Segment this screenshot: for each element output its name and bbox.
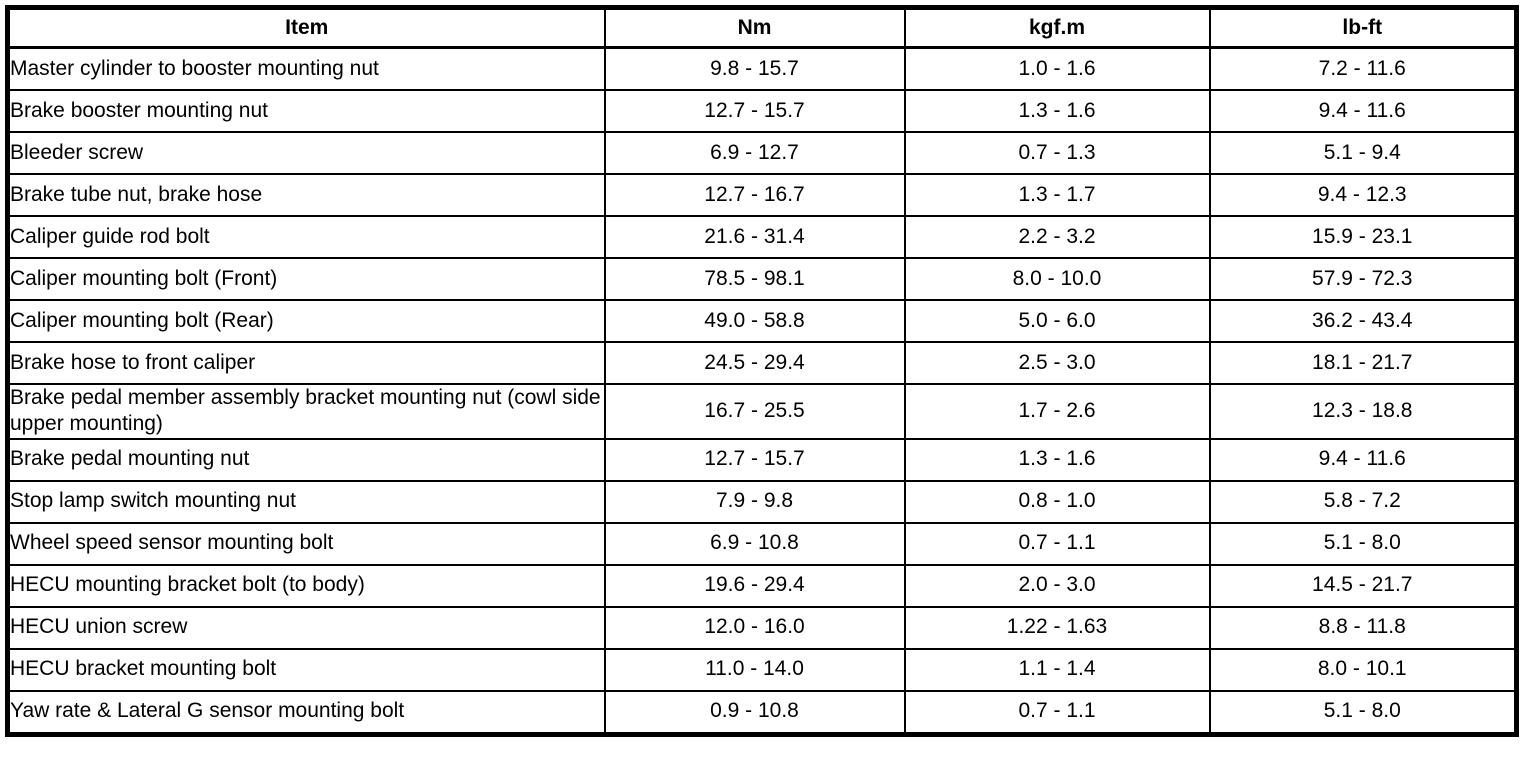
nm-cell: 12.7 - 16.7 — [603, 173, 906, 217]
lbft-cell: 9.4 - 11.6 — [1208, 437, 1518, 482]
item-cell: HECU mounting bracket bolt (to body) — [6, 563, 606, 608]
nm-cell: 24.5 - 29.4 — [603, 341, 906, 385]
kgfm-cell: 0.7 - 1.3 — [903, 131, 1211, 175]
kgfm-cell: 2.5 - 3.0 — [903, 341, 1211, 385]
kgfm-cell: 1.3 - 1.6 — [903, 89, 1211, 133]
nm-cell: 16.7 - 25.5 — [603, 383, 906, 440]
table-row: Bleeder screw 6.9 - 12.7 0.7 - 1.3 5.1 -… — [6, 131, 1518, 175]
kgfm-cell: 0.7 - 1.1 — [903, 689, 1211, 735]
table-row: HECU bracket mounting bolt 11.0 - 14.0 1… — [6, 647, 1518, 692]
kgfm-cell: 1.3 - 1.7 — [903, 173, 1211, 217]
header-row: Item Nm kgf.m lb-ft — [6, 6, 1518, 49]
table-row: Caliper mounting bolt (Front) 78.5 - 98.… — [6, 257, 1518, 301]
nm-cell: 7.9 - 9.8 — [603, 479, 906, 524]
item-cell: HECU union screw — [6, 605, 606, 650]
nm-cell: 49.0 - 58.8 — [603, 299, 906, 343]
lbft-cell: 5.1 - 9.4 — [1208, 131, 1518, 175]
nm-cell: 78.5 - 98.1 — [603, 257, 906, 301]
table-row: Brake tube nut, brake hose 12.7 - 16.7 1… — [6, 173, 1518, 217]
lbft-cell: 8.8 - 11.8 — [1208, 605, 1518, 650]
item-cell: Caliper mounting bolt (Front) — [6, 257, 606, 301]
item-cell: Stop lamp switch mounting nut — [6, 479, 606, 524]
table-row: Brake booster mounting nut 12.7 - 15.7 1… — [6, 89, 1518, 133]
table-body: Master cylinder to booster mounting nut … — [6, 46, 1518, 735]
nm-cell: 9.8 - 15.7 — [603, 46, 906, 91]
lbft-cell: 5.8 - 7.2 — [1208, 479, 1518, 524]
nm-cell: 6.9 - 10.8 — [603, 521, 906, 566]
item-cell: Caliper mounting bolt (Rear) — [6, 299, 606, 343]
table-row: Master cylinder to booster mounting nut … — [6, 46, 1518, 91]
item-cell: Brake hose to front caliper — [6, 341, 606, 385]
kgfm-cell: 1.7 - 2.6 — [903, 383, 1211, 440]
nm-cell: 21.6 - 31.4 — [603, 215, 906, 259]
torque-spec-table: Item Nm kgf.m lb-ft Master cylinder to b… — [5, 5, 1519, 737]
table-row: Stop lamp switch mounting nut 7.9 - 9.8 … — [6, 479, 1518, 524]
kgfm-cell: 1.22 - 1.63 — [903, 605, 1211, 650]
item-cell: Yaw rate & Lateral G sensor mounting bol… — [6, 689, 606, 735]
item-cell: Brake pedal member assembly bracket moun… — [6, 383, 606, 440]
table-row: Brake pedal member assembly bracket moun… — [6, 383, 1518, 440]
lbft-cell: 5.1 - 8.0 — [1208, 689, 1518, 735]
kgfm-cell: 8.0 - 10.0 — [903, 257, 1211, 301]
column-header-nm: Nm — [603, 6, 906, 49]
nm-cell: 0.9 - 10.8 — [603, 689, 906, 735]
item-cell: HECU bracket mounting bolt — [6, 647, 606, 692]
nm-cell: 12.7 - 15.7 — [603, 89, 906, 133]
table-row: Wheel speed sensor mounting bolt 6.9 - 1… — [6, 521, 1518, 566]
table-row: Brake hose to front caliper 24.5 - 29.4 … — [6, 341, 1518, 385]
nm-cell: 12.0 - 16.0 — [603, 605, 906, 650]
kgfm-cell: 2.0 - 3.0 — [903, 563, 1211, 608]
item-cell: Master cylinder to booster mounting nut — [6, 46, 606, 91]
lbft-cell: 15.9 - 23.1 — [1208, 215, 1518, 259]
kgfm-cell: 0.8 - 1.0 — [903, 479, 1211, 524]
table-row: HECU mounting bracket bolt (to body) 19.… — [6, 563, 1518, 608]
lbft-cell: 14.5 - 21.7 — [1208, 563, 1518, 608]
nm-cell: 19.6 - 29.4 — [603, 563, 906, 608]
table-row: Caliper mounting bolt (Rear) 49.0 - 58.8… — [6, 299, 1518, 343]
lbft-cell: 12.3 - 18.8 — [1208, 383, 1518, 440]
item-cell: Brake booster mounting nut — [6, 89, 606, 133]
lbft-cell: 18.1 - 21.7 — [1208, 341, 1518, 385]
table-row: HECU union screw 12.0 - 16.0 1.22 - 1.63… — [6, 605, 1518, 650]
nm-cell: 12.7 - 15.7 — [603, 437, 906, 482]
item-cell: Wheel speed sensor mounting bolt — [6, 521, 606, 566]
item-cell: Brake tube nut, brake hose — [6, 173, 606, 217]
column-header-item: Item — [6, 6, 606, 49]
item-cell: Brake pedal mounting nut — [6, 437, 606, 482]
table-row: Caliper guide rod bolt 21.6 - 31.4 2.2 -… — [6, 215, 1518, 259]
kgfm-cell: 0.7 - 1.1 — [903, 521, 1211, 566]
table-row: Yaw rate & Lateral G sensor mounting bol… — [6, 689, 1518, 735]
kgfm-cell: 1.1 - 1.4 — [903, 647, 1211, 692]
lbft-cell: 5.1 - 8.0 — [1208, 521, 1518, 566]
lbft-cell: 36.2 - 43.4 — [1208, 299, 1518, 343]
lbft-cell: 9.4 - 11.6 — [1208, 89, 1518, 133]
nm-cell: 11.0 - 14.0 — [603, 647, 906, 692]
lbft-cell: 8.0 - 10.1 — [1208, 647, 1518, 692]
table-row: Brake pedal mounting nut 12.7 - 15.7 1.3… — [6, 437, 1518, 482]
lbft-cell: 9.4 - 12.3 — [1208, 173, 1518, 217]
lbft-cell: 7.2 - 11.6 — [1208, 46, 1518, 91]
lbft-cell: 57.9 - 72.3 — [1208, 257, 1518, 301]
item-cell: Caliper guide rod bolt — [6, 215, 606, 259]
kgfm-cell: 1.3 - 1.6 — [903, 437, 1211, 482]
item-cell: Bleeder screw — [6, 131, 606, 175]
nm-cell: 6.9 - 12.7 — [603, 131, 906, 175]
kgfm-cell: 2.2 - 3.2 — [903, 215, 1211, 259]
kgfm-cell: 1.0 - 1.6 — [903, 46, 1211, 91]
kgfm-cell: 5.0 - 6.0 — [903, 299, 1211, 343]
column-header-lbft: lb-ft — [1208, 6, 1518, 49]
table-header: Item Nm kgf.m lb-ft — [6, 6, 1518, 49]
column-header-kgfm: kgf.m — [903, 6, 1211, 49]
